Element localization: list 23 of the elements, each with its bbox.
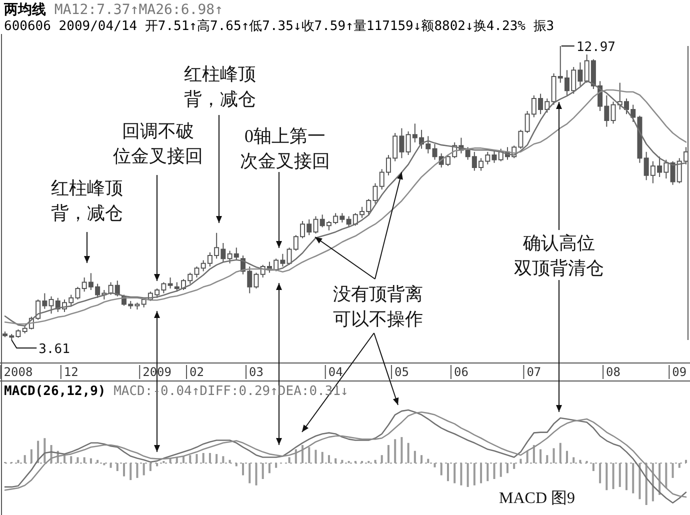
annotation: 12.97 bbox=[576, 40, 616, 55]
x-tick-label: 08 bbox=[606, 365, 620, 379]
annotation: 红柱峰顶背，减仓 bbox=[51, 178, 123, 223]
x-tick-label: 12 bbox=[64, 365, 78, 379]
x-tick-label: 2008 bbox=[4, 365, 33, 379]
x-tick-label: 04 bbox=[328, 365, 343, 379]
annotation: 回调不破位金叉接回 bbox=[113, 121, 203, 166]
annotation: 0轴上第一次金叉接回 bbox=[240, 126, 330, 171]
x-tick-label: 09 bbox=[672, 365, 687, 379]
annotation: 没有顶背离可以不操作 bbox=[333, 284, 423, 329]
text: 3.61 bbox=[38, 342, 70, 357]
annotation: 红柱峰顶背，减仓 bbox=[184, 64, 256, 109]
chart-title: 两均线 MA12:7.37↑MA26:6.98↑ bbox=[3, 2, 224, 18]
candlestick bbox=[168, 276, 173, 289]
x-tick-label: 06 bbox=[454, 365, 468, 379]
candlestick bbox=[141, 297, 146, 308]
x-tick-label: 02 bbox=[190, 365, 204, 379]
x-tick-label: 05 bbox=[394, 365, 409, 379]
annotation: MACD 图9 bbox=[498, 490, 576, 507]
x-tick-label: 07 bbox=[526, 365, 542, 379]
annotation: 确认高位双顶背清仓 bbox=[514, 233, 604, 278]
chart-subtitle: 600606 2009/04/14 开7.51↑高7.65↑低7.35↓收7.59↑量117159↓额8802↓换4.23% 振3 bbox=[4, 18, 554, 34]
x-tick-label: 03 bbox=[249, 365, 264, 379]
